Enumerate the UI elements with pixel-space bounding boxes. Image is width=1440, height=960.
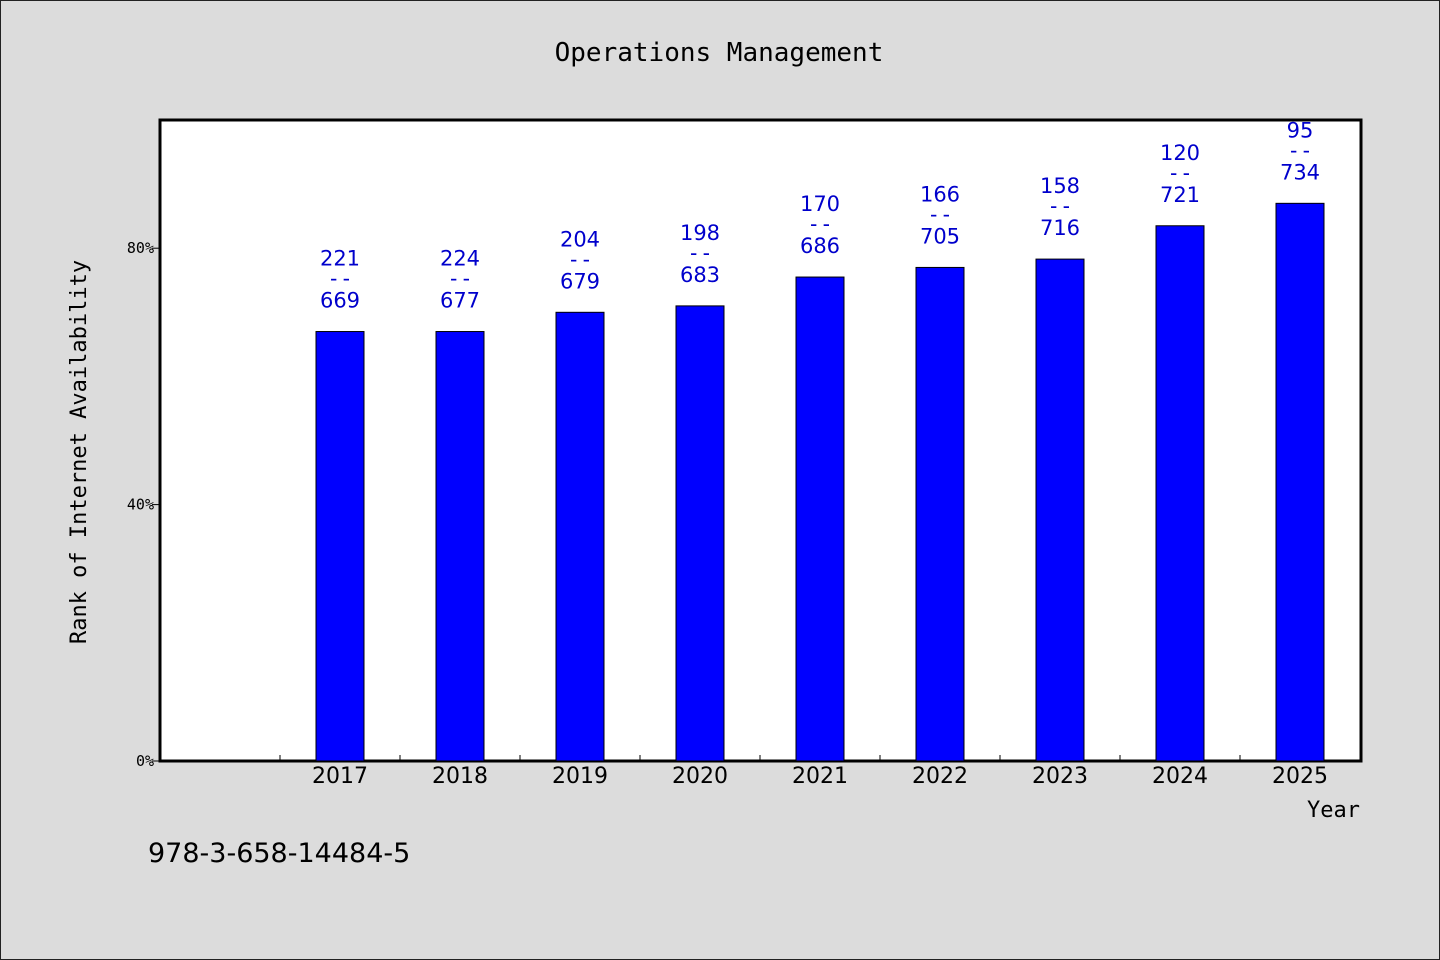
bar-label-top: 224	[440, 247, 480, 271]
bar	[675, 305, 725, 762]
x-tick-label: 2023	[1032, 764, 1088, 789]
x-tick-label: 2025	[1272, 764, 1328, 789]
bar-label-bottom: 716	[1040, 216, 1080, 240]
x-tick-label: 2022	[912, 764, 968, 789]
bar-label-separator: --	[807, 212, 832, 236]
x-tick-label: 2021	[792, 764, 848, 789]
bar-label-bottom: 679	[560, 269, 600, 293]
bar	[1035, 258, 1085, 762]
x-axis-label: Year	[1307, 798, 1360, 823]
bar-label-bottom: 721	[1160, 183, 1200, 207]
bar-label-bottom: 669	[320, 289, 360, 313]
y-tick-label: 80%	[127, 239, 154, 257]
bar	[795, 276, 845, 762]
bar-label-separator: --	[1167, 161, 1192, 185]
bar-labels: 221--669224--677204--679198--683170--686…	[320, 118, 1320, 312]
bar-series	[315, 202, 1325, 762]
x-tick-label: 2018	[432, 764, 488, 789]
y-axis: 0% 40% 80%	[127, 239, 160, 770]
bar-label-separator: --	[327, 267, 352, 291]
x-axis: 2017 2018 2019 2020 2021 2022 2023 2024 2025	[279, 755, 1361, 789]
bar	[435, 331, 485, 762]
bar	[1155, 225, 1205, 762]
bar-label-top: 158	[1040, 174, 1080, 198]
chart-title: Operations Management	[555, 38, 884, 68]
x-tick-label: 2020	[672, 764, 728, 789]
bar-label-separator: --	[687, 241, 712, 265]
bar	[315, 331, 365, 762]
bar-label-top: 221	[320, 247, 360, 271]
bar-label-separator: --	[927, 202, 952, 226]
bar	[555, 311, 605, 762]
bar-label-bottom: 734	[1280, 160, 1320, 184]
bar-label-top: 204	[560, 227, 600, 251]
y-tick-label: 0%	[136, 752, 154, 770]
bar-label-separator: --	[567, 247, 592, 271]
bar-label-top: 170	[800, 192, 840, 216]
bar	[1275, 202, 1325, 762]
bar-label-separator: --	[1287, 138, 1312, 162]
bar-label-bottom: 686	[800, 234, 840, 258]
y-tick-label: 40%	[127, 496, 154, 514]
bar-label-top: 95	[1287, 118, 1314, 142]
y-axis-label: Rank of Internet Availability	[67, 260, 92, 644]
bar-label-separator: --	[1047, 194, 1072, 218]
x-tick-label: 2024	[1152, 764, 1208, 789]
bar-label-top: 120	[1160, 141, 1200, 165]
bar-label-bottom: 683	[680, 263, 720, 287]
x-tick-label: 2017	[312, 764, 368, 789]
bar-label-top: 198	[680, 221, 720, 245]
bar-label-top: 166	[920, 182, 960, 206]
x-tick-label: 2019	[552, 764, 608, 789]
footer-text: 978-3-658-14484-5	[148, 838, 410, 869]
bar	[915, 266, 965, 762]
bar-label-bottom: 677	[440, 289, 480, 313]
bar-label-bottom: 705	[920, 224, 960, 248]
bar-label-separator: --	[447, 267, 472, 291]
